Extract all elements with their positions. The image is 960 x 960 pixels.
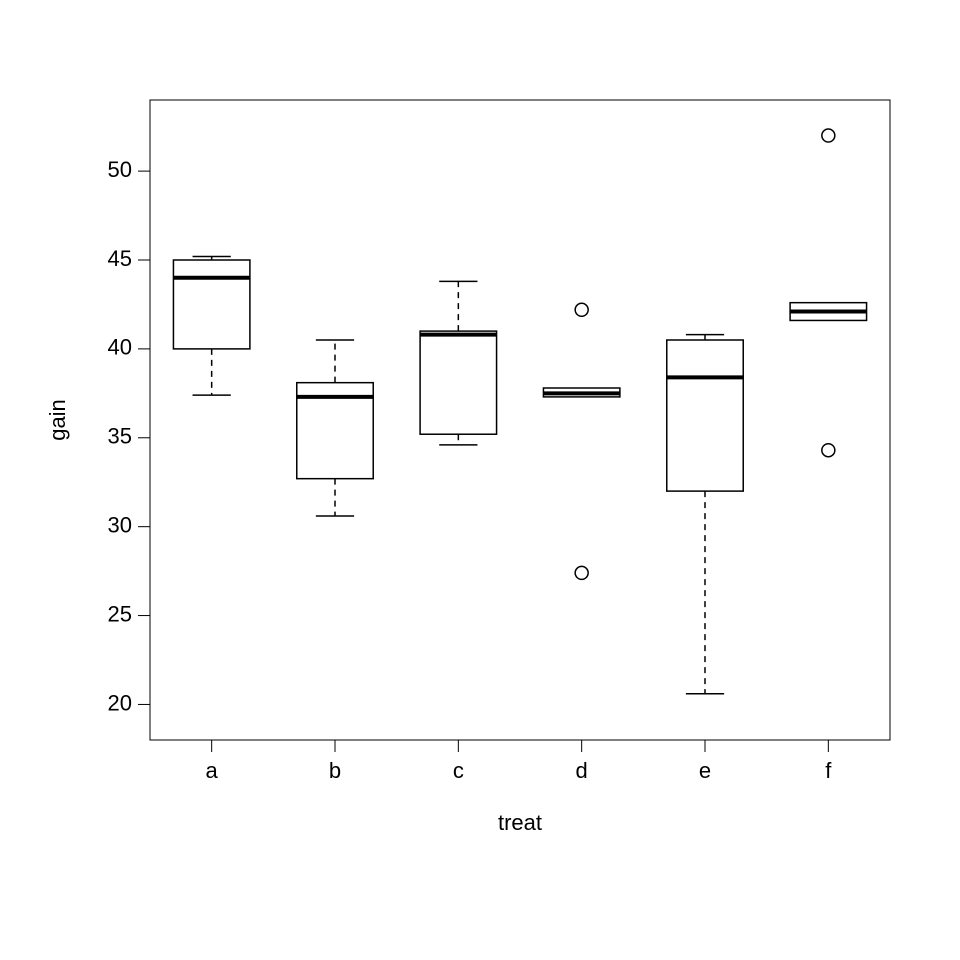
y-tick-label: 35 bbox=[108, 424, 132, 449]
outlier-point bbox=[575, 566, 588, 579]
outlier-point bbox=[575, 303, 588, 316]
x-tick-label: b bbox=[329, 758, 341, 783]
y-tick-label: 45 bbox=[108, 246, 132, 271]
x-tick-label: f bbox=[825, 758, 832, 783]
box bbox=[173, 260, 249, 349]
x-axis-label: treat bbox=[498, 810, 542, 835]
y-tick-label: 20 bbox=[108, 690, 132, 715]
plot-border bbox=[150, 100, 890, 740]
boxplot-chart: 20 25 30 35 40 45 50 a b c d e f treat gain bbox=[0, 0, 960, 960]
x-tick-label: a bbox=[206, 758, 219, 783]
y-tick-label: 50 bbox=[108, 157, 132, 182]
y-tick-label: 25 bbox=[108, 601, 132, 626]
y-tick-label: 40 bbox=[108, 335, 132, 360]
x-tick-label: e bbox=[699, 758, 711, 783]
y-axis-label: gain bbox=[45, 399, 70, 441]
y-tick-label: 30 bbox=[108, 512, 132, 537]
outlier-point bbox=[822, 444, 835, 457]
outlier-point bbox=[822, 129, 835, 142]
x-tick-label: c bbox=[453, 758, 464, 783]
x-tick-label: d bbox=[576, 758, 588, 783]
box bbox=[420, 331, 496, 434]
box bbox=[667, 340, 743, 491]
